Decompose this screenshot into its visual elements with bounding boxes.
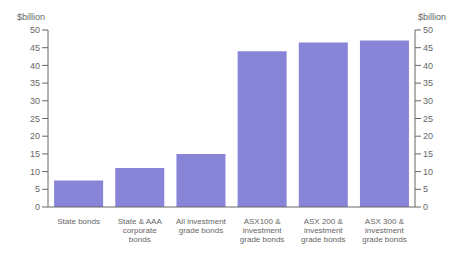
- svg-text:$billion: $billion: [17, 12, 45, 22]
- svg-text:All investmentgrade bonds: All investmentgrade bonds: [176, 217, 227, 235]
- svg-text:30: 30: [423, 96, 433, 106]
- svg-text:20: 20: [30, 131, 40, 141]
- svg-text:25: 25: [30, 114, 40, 124]
- svg-text:ASX 200 &investmentgrade bonds: ASX 200 &investmentgrade bonds: [301, 217, 345, 244]
- svg-text:5: 5: [35, 184, 40, 194]
- svg-text:20: 20: [423, 131, 433, 141]
- svg-text:35: 35: [423, 78, 433, 88]
- svg-text:40: 40: [423, 61, 433, 71]
- svg-text:10: 10: [30, 167, 40, 177]
- svg-text:5: 5: [423, 184, 428, 194]
- svg-text:15: 15: [423, 149, 433, 159]
- svg-text:30: 30: [30, 96, 40, 106]
- svg-text:0: 0: [423, 202, 428, 212]
- svg-text:45: 45: [423, 43, 433, 53]
- svg-text:35: 35: [30, 78, 40, 88]
- svg-text:50: 50: [423, 25, 433, 35]
- svg-text:45: 45: [30, 43, 40, 53]
- svg-text:0: 0: [35, 202, 40, 212]
- svg-text:State bonds: State bonds: [57, 217, 100, 226]
- svg-text:50: 50: [30, 25, 40, 35]
- svg-text:25: 25: [423, 114, 433, 124]
- svg-text:40: 40: [30, 61, 40, 71]
- svg-text:ASX 300 &investmentgrade bonds: ASX 300 &investmentgrade bonds: [362, 217, 406, 244]
- svg-text:15: 15: [30, 149, 40, 159]
- svg-text:ASX100 &investmentgrade bonds: ASX100 &investmentgrade bonds: [240, 217, 284, 244]
- svg-text:10: 10: [423, 167, 433, 177]
- svg-text:State & AAAcorporatebonds: State & AAAcorporatebonds: [118, 217, 163, 244]
- svg-text:$billion: $billion: [418, 12, 446, 22]
